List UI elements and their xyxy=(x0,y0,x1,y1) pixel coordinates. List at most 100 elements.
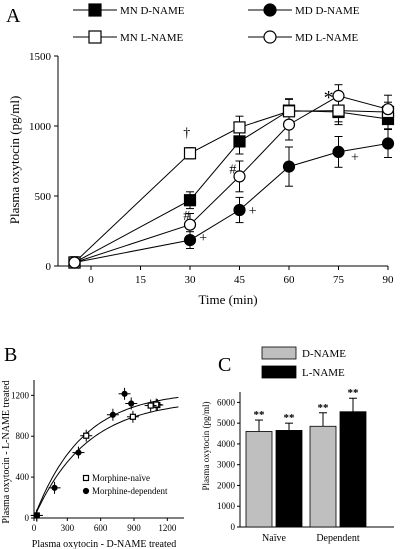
legend-swatch-d-name xyxy=(261,346,297,360)
data-point-morphine-dependent xyxy=(121,390,128,397)
panel-b-x-tick-label: 1200 xyxy=(158,523,177,533)
legend-marker-md-d-name xyxy=(263,3,277,17)
legend-label-mn-d-name: MN D-NAME xyxy=(120,5,185,17)
panel-c-y-tick-label: 6000 xyxy=(217,397,236,407)
legend-label-morphine-dependent: Morphine-dependent xyxy=(92,486,168,496)
panel-a-x-axis-label: Time (min) xyxy=(198,292,257,307)
data-point-md-l-name xyxy=(332,89,345,103)
data-point-mn-l-name xyxy=(183,147,197,160)
significance-mark: ** xyxy=(348,387,360,399)
panel-a-x-tick-label: 75 xyxy=(333,274,345,286)
panel-c-y-tick-label: 2000 xyxy=(217,480,236,490)
panel-c-legend: D-NAME L-NAME xyxy=(261,346,346,379)
data-point-mn-l-name xyxy=(332,104,345,117)
panel-b-x-axis-label: Plasma oxytocin - D-NAME treated xyxy=(32,539,176,549)
panel-c-y-axis-label: Plasma oxytocin (pg/ml) xyxy=(201,402,211,491)
data-point-mn-d-name xyxy=(183,194,197,207)
legend-label-mn-l-name: MN L-NAME xyxy=(120,32,184,44)
data-point-mn-l-name xyxy=(233,121,246,134)
panel-b-plot-area xyxy=(30,387,179,522)
panel-c-y-tick-label: 5000 xyxy=(217,418,236,428)
data-point-md-l-name xyxy=(233,170,246,183)
series-line-mn-l-name xyxy=(74,110,389,263)
data-point-md-d-name xyxy=(282,160,296,173)
data-point-md-d-name xyxy=(332,145,345,158)
data-point-morphine-na-ve xyxy=(153,401,160,408)
bar-d-name-dependent xyxy=(309,425,337,528)
panel-a-y-axis-label: Plasma oxytocin (pg/ml) xyxy=(7,96,22,225)
data-point-morphine-na-ve xyxy=(83,432,90,439)
panel-a-x-tick-label: 90 xyxy=(383,274,395,286)
panel-b-y-axis-label: Plasma oxytocin - L-NAME treated xyxy=(1,380,12,523)
panel-a-x-tick-label: 60 xyxy=(284,274,296,286)
panel-a-x-tick-label: 0 xyxy=(88,274,94,286)
panel-b-ticks: 0 300 600 900 1200 0 400 800 1200 xyxy=(11,390,177,533)
panel-a-y-tick-label: 500 xyxy=(35,191,52,203)
panel-b-y-tick-label: 800 xyxy=(16,431,30,441)
panel-a-ticks: 0 15 30 45 60 75 90 0 500 1000 1500 xyxy=(29,51,394,286)
data-point-md-l-name xyxy=(381,103,395,116)
panel-c-ticks: 0 1000 2000 3000 4000 5000 6000 xyxy=(217,397,240,532)
significance-mark: † xyxy=(183,126,190,141)
legend-label-md-d-name: MD D-NAME xyxy=(295,5,360,17)
panel-b-y-tick-label: 400 xyxy=(16,472,30,482)
panel-c-y-tick-label: 4000 xyxy=(217,439,236,449)
data-point-md-d-name xyxy=(381,137,395,150)
data-point-morphine-na-ve xyxy=(147,402,154,409)
legend-marker-morphine-na-ve xyxy=(82,474,90,482)
legend-marker-mn-l-name xyxy=(88,30,102,44)
data-point-morphine-dependent xyxy=(51,484,58,491)
panel-a-line-chart: A MN D-NAME MD D-NAME MN L-NAME MD L-NAME 0… xyxy=(6,3,395,307)
legend-marker-mn-d-name xyxy=(88,3,102,17)
data-point-md-d-name xyxy=(183,234,197,247)
panel-b-legend: Morphine-naïve Morphine-dependent xyxy=(82,473,168,496)
panel-a-x-tick-label: 15 xyxy=(135,274,147,286)
panel-b-y-tick-label: 1200 xyxy=(11,390,30,400)
panel-c-y-tick-label: 0 xyxy=(231,522,236,532)
data-point-mn-l-name xyxy=(282,105,296,118)
significance-mark: ** xyxy=(318,402,330,414)
fit-curve-upper xyxy=(33,396,179,519)
panel-a-legend: MN D-NAME MD D-NAME MN L-NAME MD L-NAME xyxy=(73,3,360,44)
significance-mark: ** xyxy=(284,412,296,424)
category-label-na-ve: Naïve xyxy=(262,533,286,544)
data-point-morphine-dependent xyxy=(128,400,135,407)
significance-mark: # xyxy=(229,163,236,178)
panel-a-x-tick-label: 30 xyxy=(185,274,197,286)
legend-swatch-l-name xyxy=(261,365,297,379)
panel-b-x-tick-label: 900 xyxy=(127,523,141,533)
significance-mark: * xyxy=(324,87,334,109)
legend-marker-md-l-name xyxy=(263,30,277,44)
panel-b-y-tick-label: 0 xyxy=(25,513,30,523)
significance-mark: + xyxy=(199,231,207,246)
fit-curve-lower xyxy=(33,406,179,519)
panel-a-x-tick-label: 45 xyxy=(234,274,246,286)
significance-mark: + xyxy=(249,204,257,219)
panel-label-a: A xyxy=(6,5,21,27)
panel-b-scatter-chart: B 0 300 600 900 1200 0 400 800 1200 Morphine-naï… xyxy=(1,344,184,549)
significance-mark: + xyxy=(351,151,359,166)
data-point-md-d-name xyxy=(233,203,246,217)
panel-c-y-tick-label: 1000 xyxy=(217,501,236,511)
legend-marker-morphine-dependent xyxy=(82,487,90,495)
bar-l-name-dependent xyxy=(339,411,367,528)
panel-label-b: B xyxy=(4,344,17,366)
category-label-dependent: Dependent xyxy=(316,533,360,544)
panel-a-y-tick-label: 1000 xyxy=(29,121,52,133)
significance-mark: # xyxy=(183,209,190,224)
panel-b-x-tick-label: 0 xyxy=(32,523,37,533)
panel-c-y-tick-label: 3000 xyxy=(217,460,236,470)
series-line-mn-d-name xyxy=(74,110,389,263)
data-point-md-l-name xyxy=(183,218,197,231)
series-line-md-l-name xyxy=(74,95,389,263)
panel-a-y-tick-label: 0 xyxy=(46,261,52,273)
panel-a-y-tick-label: 1500 xyxy=(29,51,52,63)
legend-label-md-l-name: MD L-NAME xyxy=(295,32,359,44)
panel-c-bar-chart: C D-NAME L-NAME 0 1000 2000 3000 4000 5000 6000… xyxy=(201,346,394,544)
panel-c-plot-area: ** ** Naïve ** ** Dependent xyxy=(245,387,367,544)
significance-mark: ** xyxy=(254,409,266,421)
panel-a-plot-area: † # + # + * + xyxy=(68,84,395,269)
data-point-morphine-dependent xyxy=(75,449,82,456)
data-point-morphine-na-ve xyxy=(129,413,136,420)
